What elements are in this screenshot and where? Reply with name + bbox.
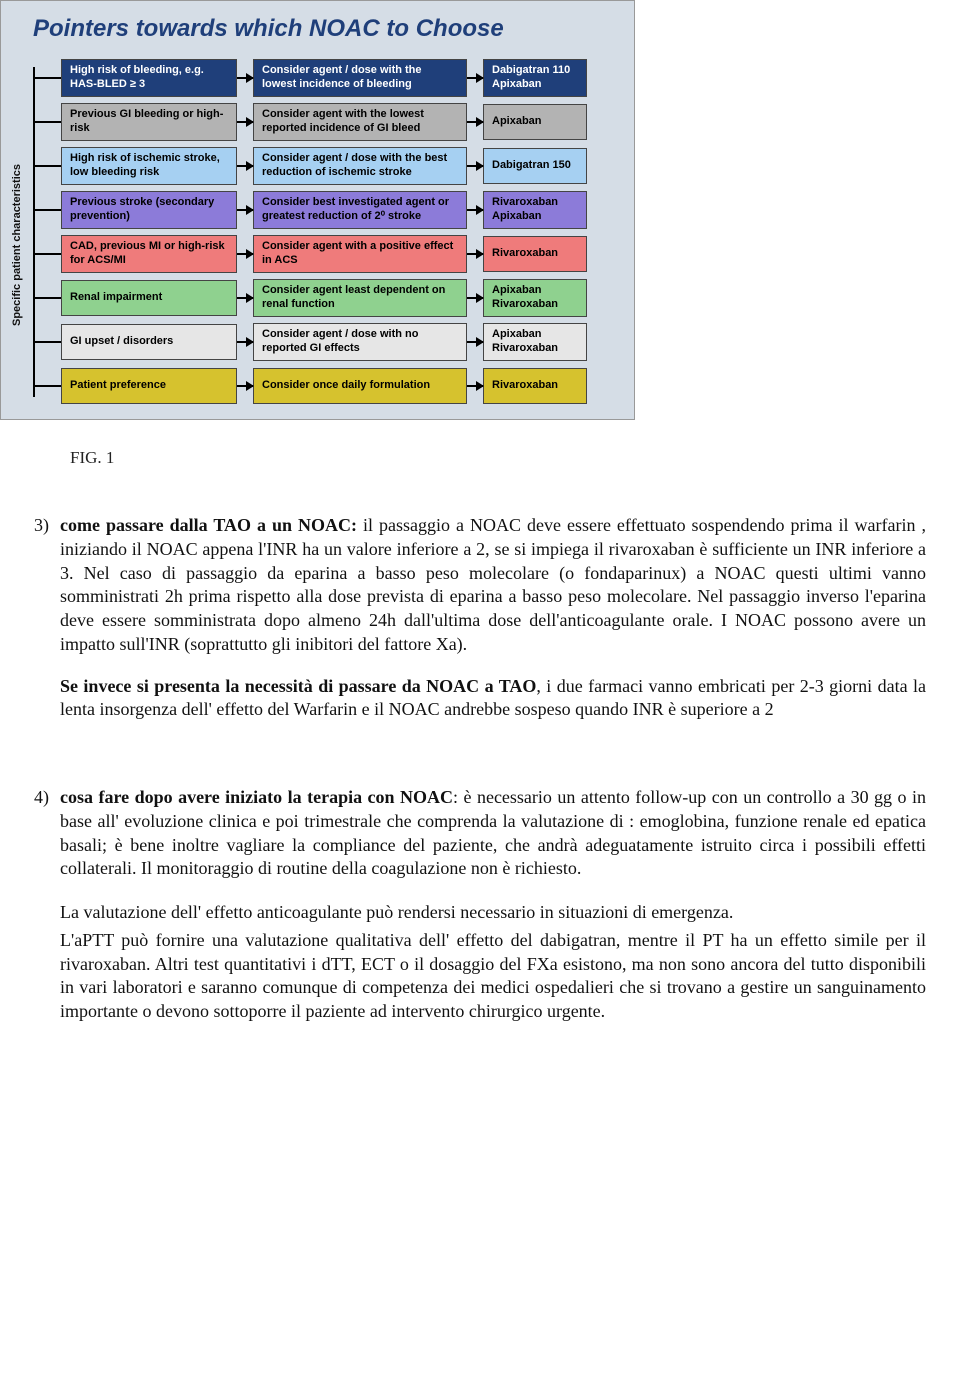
section-4-number: 4) xyxy=(34,786,60,881)
arrow-icon xyxy=(467,165,483,167)
arrow-icon xyxy=(237,77,253,79)
consideration-box: Consider agent / dose with no reported G… xyxy=(253,323,467,361)
figure-title: Pointers towards which NOAC to Choose xyxy=(33,15,504,42)
arrow-icon xyxy=(237,385,253,387)
arrow-icon xyxy=(467,209,483,211)
section-3-p2-lead: Se invece si presenta la necessità di pa… xyxy=(60,676,536,696)
figure-card: Pointers towards which NOAC to Choose Sp… xyxy=(0,0,635,420)
arrow-icon xyxy=(467,385,483,387)
section-4: 4) cosa fare dopo avere iniziato la tera… xyxy=(34,786,926,1024)
figure-title-bar: Pointers towards which NOAC to Choose xyxy=(1,1,634,53)
characteristic-box: Previous stroke (secondary prevention) xyxy=(61,191,237,229)
consideration-box: Consider once daily formulation xyxy=(253,368,467,404)
flowchart-row: Renal impairment Consider agent least dep… xyxy=(41,279,624,317)
characteristic-box: Renal impairment xyxy=(61,280,237,316)
consideration-box: Consider agent / dose with the lowest in… xyxy=(253,59,467,97)
figure-container: Pointers towards which NOAC to Choose Sp… xyxy=(0,0,635,420)
section-3-para2: Se invece si presenta la necessità di pa… xyxy=(60,675,926,723)
section-4-para2: La valutazione dell' effetto anticoagula… xyxy=(60,901,926,925)
consideration-box: Consider agent least dependent on renal … xyxy=(253,279,467,317)
figure-body: Specific patient characteristics High ri… xyxy=(1,53,634,405)
arrow-icon xyxy=(467,341,483,343)
characteristic-box: CAD, previous MI or high-risk for ACS/MI xyxy=(61,235,237,273)
arrow-icon xyxy=(237,121,253,123)
section-3-number: 3) xyxy=(34,514,60,722)
arrow-icon xyxy=(237,297,253,299)
consideration-box: Consider agent / dose with the best redu… xyxy=(253,147,467,185)
arrow-icon xyxy=(467,121,483,123)
section-4-body: cosa fare dopo avere iniziato la terapia… xyxy=(60,786,926,881)
flowchart-row: Previous stroke (secondary prevention) Co… xyxy=(41,191,624,229)
flowchart-rows: High risk of bleeding, e.g. HAS-BLED ≥ 3… xyxy=(41,59,624,405)
arrow-icon xyxy=(467,253,483,255)
section-4-lead: cosa fare dopo avere iniziato la terapia… xyxy=(60,787,453,807)
characteristic-box: High risk of bleeding, e.g. HAS-BLED ≥ 3 xyxy=(61,59,237,97)
arrow-icon xyxy=(467,297,483,299)
section-3-body: come passare dalla TAO a un NOAC: il pas… xyxy=(60,514,926,722)
drug-box: Rivaroxaban xyxy=(483,236,587,272)
spine xyxy=(27,59,41,405)
drug-box: Dabigatran 110 Apixaban xyxy=(483,59,587,97)
arrow-icon xyxy=(237,253,253,255)
arrow-icon xyxy=(237,165,253,167)
drug-box: Rivaroxaban Apixaban xyxy=(483,191,587,229)
arrow-icon xyxy=(237,341,253,343)
characteristic-box: GI upset / disorders xyxy=(61,324,237,360)
arrow-icon xyxy=(467,77,483,79)
section-4-para3: L'aPTT può fornire una valutazione quali… xyxy=(60,929,926,1024)
consideration-box: Consider agent with the lowest reported … xyxy=(253,103,467,141)
drug-box: Apixaban xyxy=(483,104,587,140)
y-axis-label-wrap: Specific patient characteristics xyxy=(5,59,27,405)
drug-box: Rivaroxaban xyxy=(483,368,587,404)
flowchart-row: GI upset / disorders Consider agent / dos… xyxy=(41,323,624,361)
flowchart-row: Patient preference Consider once daily fo… xyxy=(41,367,624,405)
section-3-text: il passaggio a NOAC deve essere effettua… xyxy=(60,515,926,654)
figure-caption: FIG. 1 xyxy=(70,448,960,468)
characteristic-box: Patient preference xyxy=(61,368,237,404)
section-3: 3) come passare dalla TAO a un NOAC: il … xyxy=(34,514,926,722)
characteristic-box: High risk of ischemic stroke, low bleedi… xyxy=(61,147,237,185)
section-3-lead: come passare dalla TAO a un NOAC: xyxy=(60,515,357,535)
consideration-box: Consider agent with a positive effect in… xyxy=(253,235,467,273)
drug-box: Apixaban Rivaroxaban xyxy=(483,279,587,317)
characteristic-box: Previous GI bleeding or high-risk xyxy=(61,103,237,141)
consideration-box: Consider best investigated agent or grea… xyxy=(253,191,467,229)
drug-box: Apixaban Rivaroxaban xyxy=(483,323,587,361)
document-body: 3) come passare dalla TAO a un NOAC: il … xyxy=(0,514,960,1064)
y-axis-label: Specific patient characteristics xyxy=(11,95,23,395)
flowchart-row: Previous GI bleeding or high-risk Conside… xyxy=(41,103,624,141)
flowchart-row: High risk of bleeding, e.g. HAS-BLED ≥ 3… xyxy=(41,59,624,97)
drug-box: Dabigatran 150 xyxy=(483,148,587,184)
flowchart-row: High risk of ischemic stroke, low bleedi… xyxy=(41,147,624,185)
flowchart-row: CAD, previous MI or high-risk for ACS/MI… xyxy=(41,235,624,273)
arrow-icon xyxy=(237,209,253,211)
